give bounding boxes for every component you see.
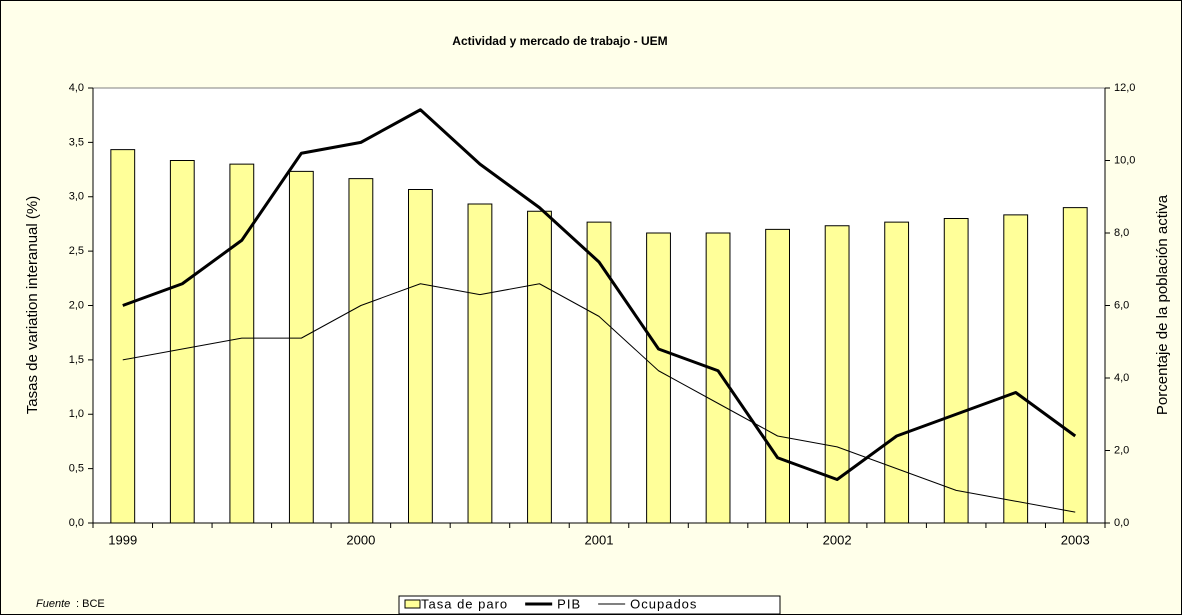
bar	[288, 170, 314, 524]
y-tick-label: 3,5	[69, 136, 84, 148]
y2-tick-label: 8,0	[1114, 227, 1129, 239]
bar	[765, 228, 790, 524]
bar	[646, 232, 671, 524]
x-tick-label: 2003	[1061, 532, 1090, 547]
bar	[408, 189, 433, 524]
y2-tick-label: 0,0	[1114, 517, 1129, 529]
bar	[110, 149, 136, 524]
bar	[884, 221, 910, 524]
y2-tick-label: 6,0	[1114, 299, 1129, 311]
legend-box	[398, 595, 781, 615]
bar	[169, 160, 195, 524]
y2-tick-label: 2,0	[1114, 444, 1129, 456]
source: : BCE	[76, 598, 105, 610]
y2-tick-label: 10,0	[1114, 154, 1135, 166]
line	[122, 283, 1076, 513]
x-tick-label: 2000	[346, 532, 375, 547]
y-tick-label: 3,0	[69, 191, 84, 203]
y-tick-label: 0,0	[69, 517, 84, 529]
bar	[348, 178, 374, 524]
y-tick-label: 1,5	[69, 354, 84, 366]
y2-tick-label: 12,0	[1114, 82, 1135, 94]
x-tick-label: 1999	[108, 532, 137, 547]
bar	[943, 218, 969, 524]
line	[122, 108, 1077, 481]
x-tick-label: 2002	[823, 532, 852, 547]
legend-label: Ocupados	[630, 596, 697, 611]
bar	[527, 210, 552, 524]
y2-axis-title: Porcentaje de la población activa	[1154, 194, 1171, 415]
y-tick-label: 1,0	[69, 408, 84, 420]
legend-label: PIB	[557, 596, 581, 611]
legend-label: Tasa de paro	[421, 596, 508, 611]
bar	[705, 232, 731, 524]
x-tick-label: 2001	[585, 532, 614, 547]
y-tick-label: 2,5	[69, 245, 84, 257]
legend-swatch	[404, 599, 421, 609]
y-tick-label: 0,5	[69, 463, 84, 475]
y-tick-label: 2,0	[69, 299, 84, 311]
chart-title: Actividad y mercado de trabajo - UEM	[452, 34, 667, 48]
bar	[1062, 207, 1088, 524]
y-axis-title: Tasas de variation interanual (%)	[24, 196, 41, 414]
bar	[1003, 214, 1029, 524]
bar	[229, 163, 255, 524]
bar	[586, 221, 612, 524]
y2-tick-label: 4,0	[1114, 372, 1129, 384]
y-tick-label: 4,0	[69, 82, 84, 94]
bar	[467, 203, 493, 524]
source-label: Fuente	[36, 598, 70, 610]
